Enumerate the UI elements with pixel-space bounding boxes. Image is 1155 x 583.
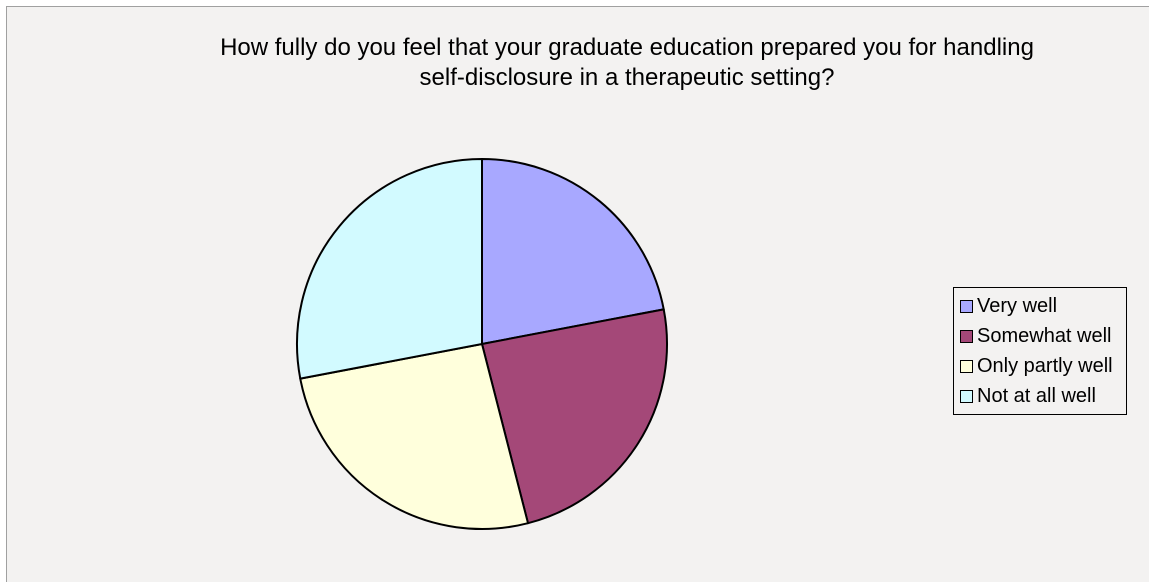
pie-slice-only-partly-well [299,343,530,530]
chart-title: How fully do you feel that your graduate… [220,34,1034,91]
pie-slice-somewhat-well [481,308,668,525]
legend-swatch [960,389,973,403]
legend-item: Not at all well [960,381,1126,411]
legend-item: Very well [960,291,1126,321]
legend-label: Not at all well [977,384,1096,407]
legend-label: Very well [977,294,1058,317]
chart-area: How fully do you feel that your graduate… [6,6,1149,582]
legend-swatch [960,329,973,343]
legend-swatch [960,359,973,373]
pie-chart [296,158,668,530]
legend: Very well Somewhat well Only partly well No… [953,287,1127,415]
pie-slice-not-at-all-well [296,158,483,380]
legend-label: Somewhat well [977,324,1112,347]
legend-label: Only partly well [977,354,1113,377]
legend-swatch [960,299,973,313]
legend-item: Somewhat well [960,321,1126,351]
pie-slice-very-well [481,158,665,345]
legend-item: Only partly well [960,351,1126,381]
